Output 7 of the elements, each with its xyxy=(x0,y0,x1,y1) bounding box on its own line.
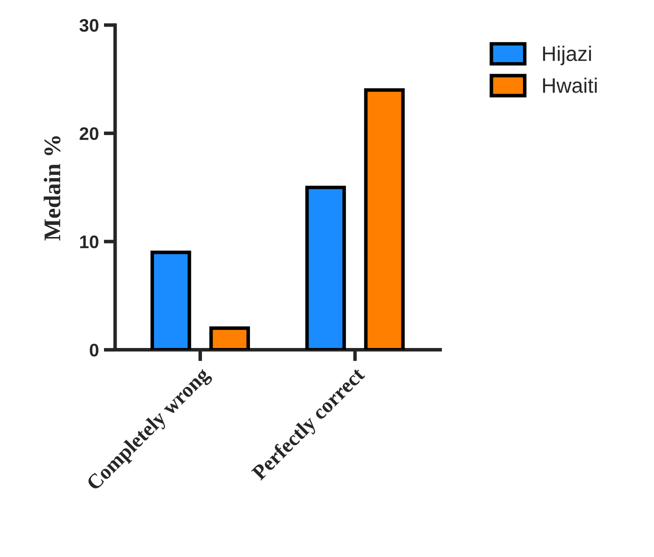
legend-label: Hijazi xyxy=(543,46,591,66)
y-tick-label: 0 xyxy=(90,344,98,357)
y-axis-title: Medain % xyxy=(44,136,60,240)
y-tick-label: 10 xyxy=(80,235,98,248)
y-tick-label: 30 xyxy=(79,19,98,32)
y-tick-label: 20 xyxy=(80,127,98,140)
legend-label: Hwaiti xyxy=(543,78,597,93)
